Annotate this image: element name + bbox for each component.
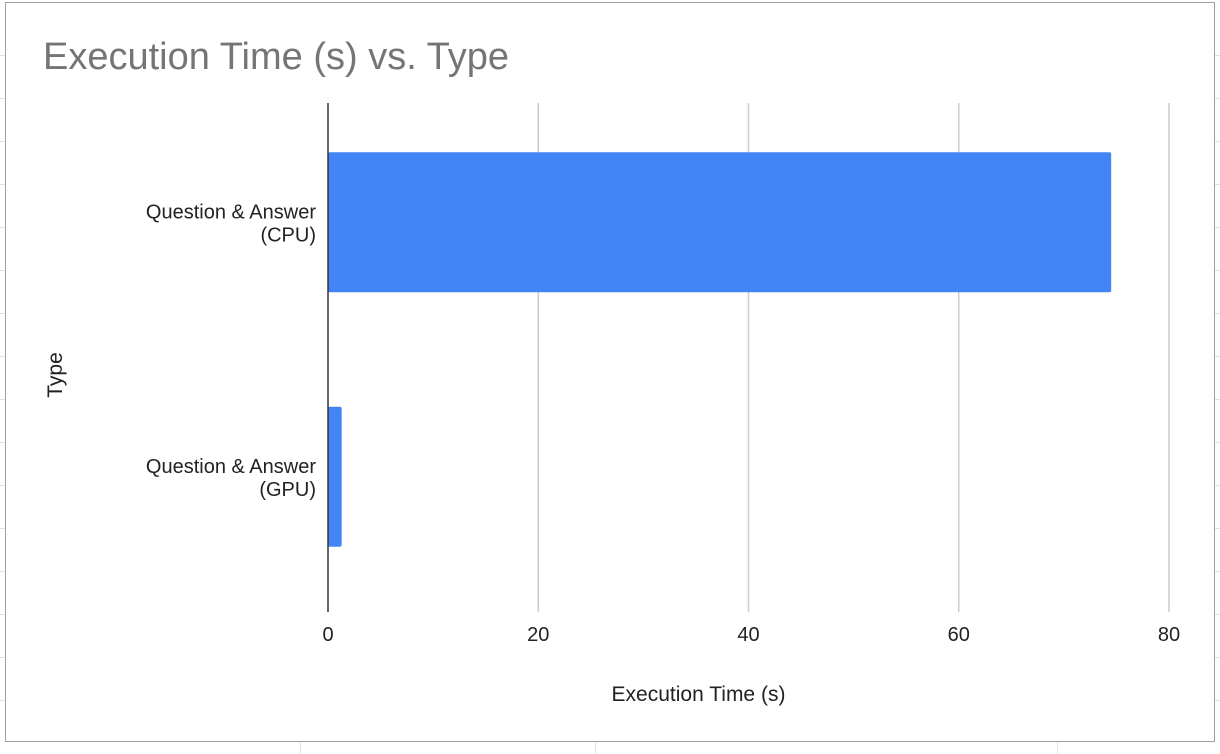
sheet-gridline [0, 356, 5, 357]
sheet-gridline [0, 657, 5, 658]
sheet-gridline [300, 742, 301, 754]
sheet-gridline [0, 313, 5, 314]
sheet-gridline [1215, 700, 1220, 701]
sheet-gridline [1215, 356, 1220, 357]
category-label-line: (CPU) [260, 224, 316, 246]
sheet-gridline [0, 55, 5, 56]
sheet-gridline [0, 485, 5, 486]
x-tick-label: 40 [737, 624, 759, 646]
sheet-gridline [1215, 98, 1220, 99]
x-tick-label: 20 [527, 624, 549, 646]
sheet-gridline [1215, 657, 1220, 658]
sheet-gridline [0, 184, 5, 185]
sheet-gridline [1215, 55, 1220, 56]
x-tick-label: 80 [1158, 624, 1180, 646]
category-label-line: (GPU) [259, 479, 316, 501]
sheet-gridline [1215, 227, 1220, 228]
sheet-gridline [0, 227, 5, 228]
sheet-gridline [1215, 614, 1220, 615]
chart-container[interactable] [5, 2, 1215, 742]
sheet-gridline [1215, 313, 1220, 314]
sheet-gridline [0, 528, 5, 529]
sheet-gridline [1215, 399, 1220, 400]
category-label-line: Question & Answer [146, 201, 316, 223]
x-axis-title: Execution Time (s) [612, 683, 786, 706]
sheet-gridline [0, 141, 5, 142]
sheet-gridline [1215, 528, 1220, 529]
sheet-gridline [1057, 742, 1058, 754]
sheet-gridline [0, 399, 5, 400]
sheet-gridline [0, 614, 5, 615]
x-tick-label: 0 [322, 624, 333, 646]
sheet-gridline [1215, 571, 1220, 572]
sheet-gridline [1215, 485, 1220, 486]
x-tick-label: 60 [948, 624, 970, 646]
sheet-gridline [0, 571, 5, 572]
sheet-gridline [1215, 442, 1220, 443]
bar[interactable] [328, 406, 342, 547]
sheet-gridline [0, 98, 5, 99]
category-label: Question & Answer (GPU) [146, 456, 316, 501]
sheet-gridline [0, 442, 5, 443]
sheet-gridline [0, 700, 5, 701]
category-label: Question & Answer (CPU) [146, 201, 316, 246]
bar[interactable] [328, 152, 1112, 293]
sheet-gridline [1215, 184, 1220, 185]
sheet-gridline [1215, 270, 1220, 271]
y-axis-title: Type [44, 352, 67, 398]
chart-title: Execution Time (s) vs. Type [43, 36, 510, 78]
sheet-gridline [595, 742, 596, 754]
sheet-gridline [1215, 141, 1220, 142]
category-label-line: Question & Answer [146, 456, 316, 478]
sheet-gridline [0, 270, 5, 271]
